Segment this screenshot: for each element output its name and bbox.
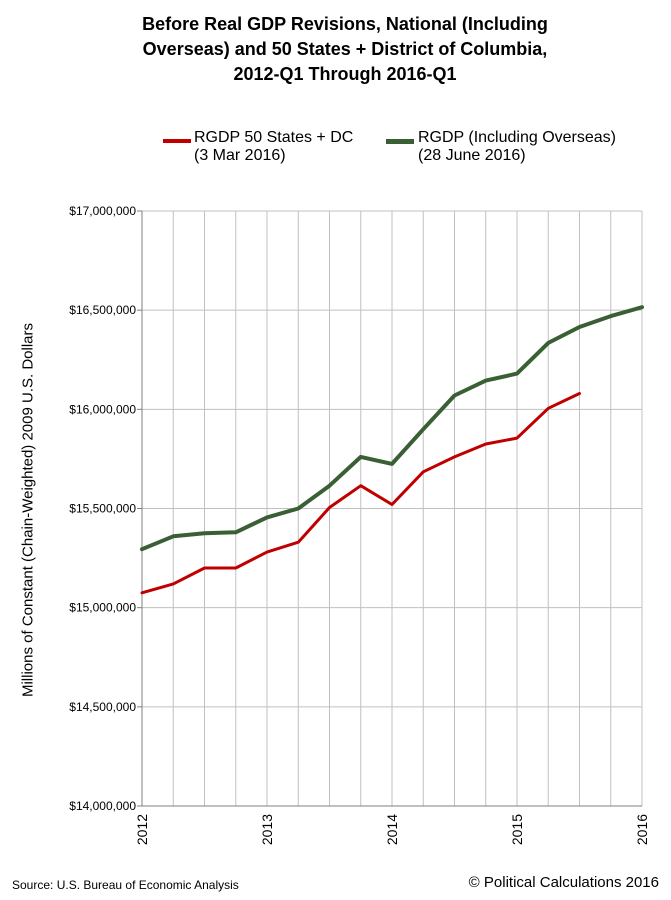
- chart-title-line-2: Overseas) and 50 States + District of Co…: [142, 39, 548, 59]
- legend-label-state-line-2: (3 Mar 2016): [194, 147, 286, 164]
- source-note: Source: U.S. Bureau of Economic Analysis: [12, 878, 239, 892]
- x-tick-label-0: 2012: [134, 814, 150, 845]
- x-tick-label-1: 2013: [259, 814, 275, 845]
- x-tick-label-2: 2014: [384, 814, 400, 845]
- legend-label-state: RGDP 50 States + DC (3 Mar 2016): [194, 129, 353, 165]
- y-tick-label-6: $17,000,000: [69, 204, 136, 218]
- x-tick-label-4: 2016: [634, 814, 650, 845]
- chart-title-line-1: Before Real GDP Revisions, National (Inc…: [142, 14, 548, 34]
- copyright-note: © Political Calculations 2016: [468, 874, 659, 891]
- y-tick-label-5: $16,500,000: [69, 303, 136, 317]
- y-tick-label-3: $15,500,000: [69, 502, 136, 516]
- legend-label-national-line-2: (28 June 2016): [418, 147, 526, 164]
- y-tick-label-1: $14,500,000: [69, 700, 136, 714]
- legend-label-national: RGDP (Including Overseas) (28 June 2016): [418, 129, 616, 165]
- chart-title: Before Real GDP Revisions, National (Inc…: [40, 12, 650, 87]
- legend-swatch-national: [386, 139, 414, 144]
- legend-label-national-line-1: RGDP (Including Overseas): [418, 129, 616, 146]
- x-tick-label-3: 2015: [509, 814, 525, 845]
- legend-swatch-state: [163, 139, 191, 143]
- chart-title-line-3: 2012-Q1 Through 2016-Q1: [233, 64, 457, 84]
- y-tick-label-2: $15,000,000: [69, 601, 136, 615]
- legend-label-state-line-1: RGDP 50 States + DC: [194, 129, 354, 146]
- y-tick-label-4: $16,000,000: [69, 402, 136, 416]
- y-tick-label-0: $14,000,000: [69, 799, 136, 813]
